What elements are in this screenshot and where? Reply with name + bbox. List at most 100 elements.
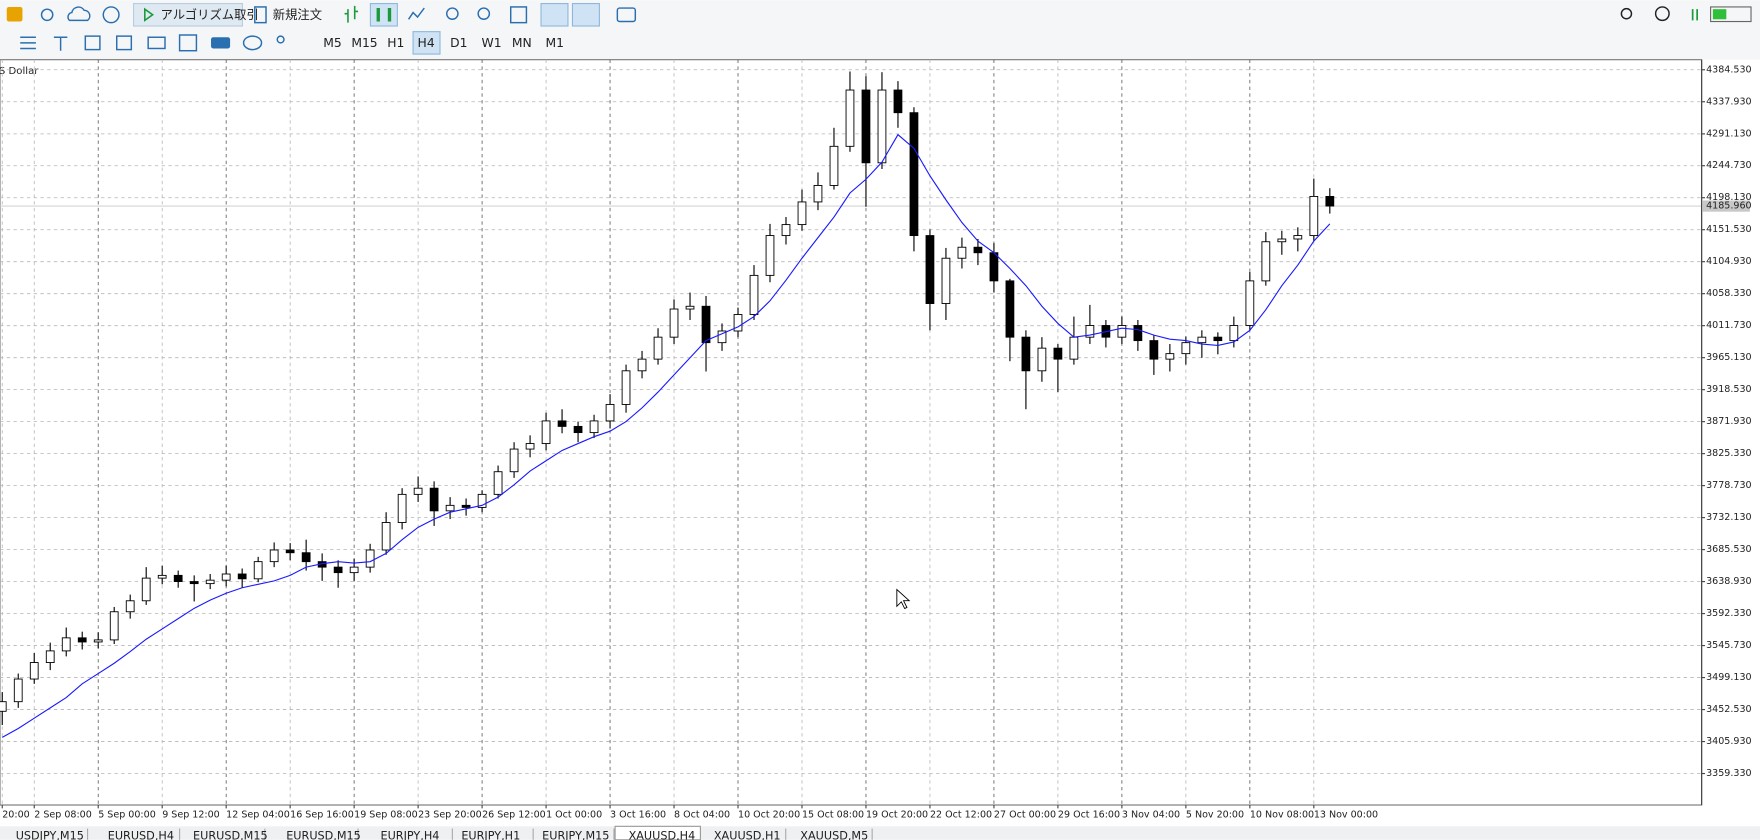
- candle-body: [829, 145, 839, 186]
- scroll-button[interactable]: [540, 3, 569, 27]
- search-icon[interactable]: [1620, 7, 1633, 20]
- candle-body: [797, 201, 807, 226]
- candle-body: [1085, 325, 1095, 338]
- button-icon[interactable]: [211, 37, 231, 49]
- candle-body: [1277, 238, 1287, 243]
- chart-tab[interactable]: XAUUSD,H1: [714, 829, 781, 840]
- y-tick-label: 3499.130: [1706, 672, 1751, 683]
- timeframe-button[interactable]: M5: [323, 36, 341, 50]
- channel-icon[interactable]: [147, 36, 166, 50]
- candle-body: [61, 637, 71, 652]
- timeframe-button[interactable]: H4: [418, 36, 435, 50]
- more-icon[interactable]: [276, 35, 285, 44]
- timeframe-button[interactable]: H1: [387, 36, 404, 50]
- zoom-in-icon[interactable]: [446, 7, 459, 21]
- candle-body: [445, 504, 455, 512]
- y-tick-label: 4011.730: [1706, 320, 1751, 331]
- candle-body: [877, 89, 887, 164]
- symbol-label: S Dollar: [0, 66, 39, 77]
- candle-body: [1021, 336, 1031, 372]
- candle-body: [141, 577, 151, 602]
- chart-tab[interactable]: EURUSD,M15: [193, 829, 268, 840]
- object-icon[interactable]: [242, 35, 263, 51]
- x-tick-label: 23 Sep 20:00: [418, 810, 482, 821]
- bar-chart-icon[interactable]: [344, 5, 359, 23]
- chart-tab[interactable]: EURUSD,M15: [286, 829, 361, 840]
- indicator-icon[interactable]: [178, 34, 198, 52]
- candle-body: [845, 89, 855, 147]
- candle-body: [1117, 325, 1127, 338]
- toolbar-row-2: M5 M15 H1 H4 D1 W1 MN M1: [20, 31, 564, 55]
- candle-body: [1245, 280, 1255, 326]
- vps-icon[interactable]: [102, 6, 120, 24]
- timeframe-button[interactable]: W1: [482, 36, 502, 50]
- candle-button[interactable]: [369, 3, 398, 27]
- candle-body: [285, 549, 295, 554]
- candle-body: [653, 336, 663, 360]
- candle-body: [413, 487, 423, 495]
- timeframe-button[interactable]: M15: [351, 36, 377, 50]
- candle-icon: [376, 8, 392, 22]
- text-icon[interactable]: [53, 36, 68, 51]
- y-tick-label: 3778.730: [1706, 480, 1751, 491]
- chart-tab[interactable]: USDJPY,M15: [16, 829, 84, 840]
- axes: 4384.530 4337.930 4291.130 4244.730 4198.130…: [1, 59, 1752, 821]
- candle-body: [1069, 336, 1079, 360]
- x-tick-label: 22 Oct 12:00: [930, 810, 992, 821]
- timeframe-button[interactable]: MN: [512, 36, 532, 50]
- y-tick-label: 3545.730: [1706, 640, 1751, 651]
- label-icon[interactable]: [116, 35, 133, 51]
- candle-body: [333, 566, 343, 574]
- candle-body: [685, 305, 695, 310]
- candle-body: [1293, 235, 1303, 240]
- mouse-cursor: [896, 588, 911, 610]
- chart-tab[interactable]: XAUUSD,M5: [800, 829, 868, 840]
- cloud-icon[interactable]: [67, 6, 91, 22]
- candle-body: [1229, 325, 1239, 342]
- x-tick-label: 8 Oct 04:00: [674, 810, 730, 821]
- signal-icon[interactable]: [40, 8, 54, 22]
- new-order-icon[interactable]: [254, 6, 267, 24]
- shapes-icon[interactable]: [84, 35, 101, 51]
- candle-body: [0, 701, 7, 712]
- screenshot-icon[interactable]: [616, 7, 637, 23]
- chart-tab[interactable]: EURJPY,M15: [542, 829, 609, 840]
- candle-body: [397, 493, 407, 523]
- y-tick-label: 4198.130: [1706, 192, 1751, 203]
- candle-body: [941, 257, 951, 304]
- chart-tab[interactable]: EURUSD,H4: [108, 829, 174, 840]
- tile-icon[interactable]: [509, 6, 528, 24]
- candle-body: [813, 185, 823, 203]
- candle-body: [77, 637, 87, 643]
- x-tick-label: 1 Oct 00:00: [546, 810, 602, 821]
- candle-body: [541, 420, 551, 445]
- candle-body: [1037, 347, 1047, 372]
- candle-body: [605, 403, 615, 422]
- candle-body: [1261, 241, 1271, 282]
- candle-body: [973, 246, 983, 254]
- x-tick-label: 10 Nov 08:00: [1250, 810, 1314, 821]
- candle-body: [381, 522, 391, 551]
- candle-body: [637, 358, 647, 372]
- zoom-out-icon[interactable]: [477, 7, 491, 21]
- line-chart-icon[interactable]: [407, 7, 425, 20]
- x-tick-label: 5 Nov 20:00: [1186, 810, 1244, 821]
- chart-tab[interactable]: EURJPY,H4: [381, 829, 440, 840]
- x-tick-label: 3 Nov 04:00: [1122, 810, 1180, 821]
- chart-tab[interactable]: EURJPY,H1: [461, 829, 520, 840]
- new-order-label[interactable]: 新規注文: [273, 7, 322, 22]
- candle-body: [525, 443, 535, 450]
- plot-area: [0, 59, 1703, 806]
- shift-button[interactable]: [571, 3, 600, 27]
- algo-trading-button[interactable]: [133, 3, 244, 27]
- account-icon[interactable]: [1654, 6, 1670, 22]
- lines-icon[interactable]: [20, 36, 36, 50]
- timeframe-button[interactable]: D1: [450, 36, 467, 50]
- chart-tab[interactable]: XAUUSD,H4: [629, 829, 696, 840]
- market-icon[interactable]: [6, 6, 23, 22]
- candle-body: [1213, 336, 1223, 342]
- y-tick-label: 3359.330: [1706, 768, 1751, 779]
- timeframe-button[interactable]: M1: [546, 36, 564, 50]
